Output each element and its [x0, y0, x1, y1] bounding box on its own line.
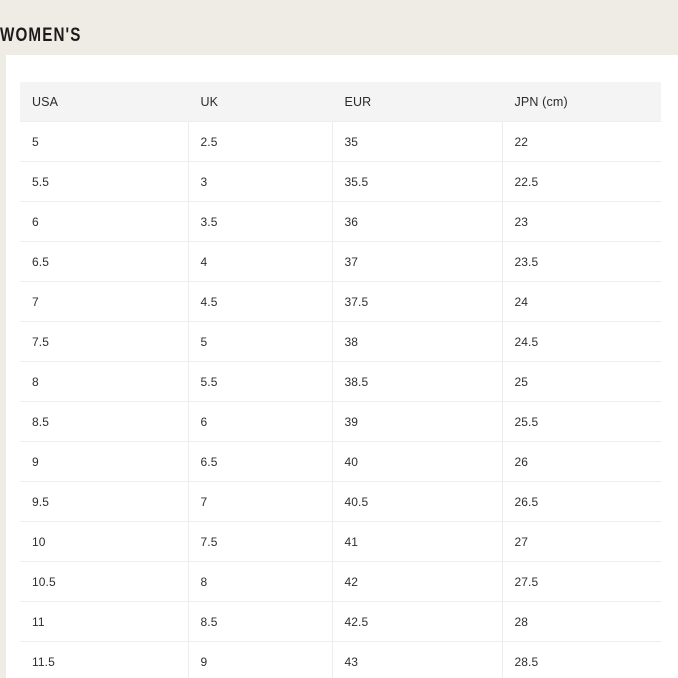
cell-usa: 11.5 — [20, 641, 189, 678]
cell-jpn: 24.5 — [502, 321, 661, 362]
page-header-band: WOMEN'S — [0, 0, 678, 55]
table-body: 5 2.5 35 22 5.5 3 35.5 22.5 6 3.5 36 23 — [20, 121, 661, 678]
cell-eur: 40 — [332, 441, 503, 482]
cell-usa: 11 — [20, 601, 189, 642]
cell-jpn: 22 — [502, 121, 661, 162]
cell-usa: 9.5 — [20, 481, 189, 522]
cell-uk: 7 — [188, 481, 333, 522]
table-row: 7.5 5 38 24.5 — [20, 321, 661, 362]
table-row: 10.5 8 42 27.5 — [20, 561, 661, 602]
cell-jpn: 28.5 — [502, 641, 661, 678]
table-header: USA UK EUR JPN (cm) — [20, 82, 661, 122]
size-conversion-table: USA UK EUR JPN (cm) 5 2.5 35 22 5.5 3 35… — [20, 82, 661, 678]
cell-jpn: 27.5 — [502, 561, 661, 602]
cell-uk: 2.5 — [188, 121, 333, 162]
table-row: 8 5.5 38.5 25 — [20, 361, 661, 402]
table-row: 10 7.5 41 27 — [20, 521, 661, 562]
size-chart-card: USA UK EUR JPN (cm) 5 2.5 35 22 5.5 3 35… — [6, 55, 678, 678]
column-header-jpn: JPN (cm) — [502, 82, 661, 122]
cell-uk: 7.5 — [188, 521, 333, 562]
cell-eur: 39 — [332, 401, 503, 442]
cell-eur: 42 — [332, 561, 503, 602]
cell-eur: 40.5 — [332, 481, 503, 522]
cell-jpn: 25 — [502, 361, 661, 402]
cell-eur: 43 — [332, 641, 503, 678]
cell-eur: 35 — [332, 121, 503, 162]
cell-usa: 5.5 — [20, 161, 189, 202]
cell-eur: 41 — [332, 521, 503, 562]
page-title: WOMEN'S — [0, 25, 82, 46]
cell-eur: 38.5 — [332, 361, 503, 402]
column-header-eur: EUR — [332, 82, 503, 122]
cell-usa: 9 — [20, 441, 189, 482]
cell-jpn: 25.5 — [502, 401, 661, 442]
cell-jpn: 28 — [502, 601, 661, 642]
cell-eur: 35.5 — [332, 161, 503, 202]
table-row: 9.5 7 40.5 26.5 — [20, 481, 661, 522]
cell-jpn: 23.5 — [502, 241, 661, 282]
cell-usa: 8.5 — [20, 401, 189, 442]
cell-jpn: 27 — [502, 521, 661, 562]
cell-eur: 37 — [332, 241, 503, 282]
table-row: 6 3.5 36 23 — [20, 201, 661, 242]
column-header-uk: UK — [188, 82, 333, 122]
cell-usa: 8 — [20, 361, 189, 402]
table-row: 11 8.5 42.5 28 — [20, 601, 661, 642]
cell-uk: 3.5 — [188, 201, 333, 242]
cell-usa: 5 — [20, 121, 189, 162]
cell-eur: 37.5 — [332, 281, 503, 322]
cell-eur: 42.5 — [332, 601, 503, 642]
cell-uk: 8.5 — [188, 601, 333, 642]
cell-uk: 4 — [188, 241, 333, 282]
cell-uk: 4.5 — [188, 281, 333, 322]
table-row: 9 6.5 40 26 — [20, 441, 661, 482]
cell-usa: 6 — [20, 201, 189, 242]
table-row: 5 2.5 35 22 — [20, 121, 661, 162]
cell-uk: 5.5 — [188, 361, 333, 402]
cell-usa: 7 — [20, 281, 189, 322]
column-header-usa: USA — [20, 82, 189, 122]
cell-jpn: 26.5 — [502, 481, 661, 522]
cell-jpn: 23 — [502, 201, 661, 242]
table-row: 6.5 4 37 23.5 — [20, 241, 661, 282]
cell-eur: 38 — [332, 321, 503, 362]
cell-jpn: 26 — [502, 441, 661, 482]
cell-uk: 9 — [188, 641, 333, 678]
table-header-row: USA UK EUR JPN (cm) — [20, 82, 661, 122]
cell-jpn: 22.5 — [502, 161, 661, 202]
table-row: 11.5 9 43 28.5 — [20, 641, 661, 678]
cell-eur: 36 — [332, 201, 503, 242]
cell-uk: 5 — [188, 321, 333, 362]
cell-uk: 3 — [188, 161, 333, 202]
cell-usa: 10 — [20, 521, 189, 562]
cell-uk: 6 — [188, 401, 333, 442]
table-row: 8.5 6 39 25.5 — [20, 401, 661, 442]
cell-usa: 7.5 — [20, 321, 189, 362]
table-row: 5.5 3 35.5 22.5 — [20, 161, 661, 202]
table-row: 7 4.5 37.5 24 — [20, 281, 661, 322]
cell-uk: 6.5 — [188, 441, 333, 482]
cell-uk: 8 — [188, 561, 333, 602]
cell-jpn: 24 — [502, 281, 661, 322]
cell-usa: 10.5 — [20, 561, 189, 602]
cell-usa: 6.5 — [20, 241, 189, 282]
